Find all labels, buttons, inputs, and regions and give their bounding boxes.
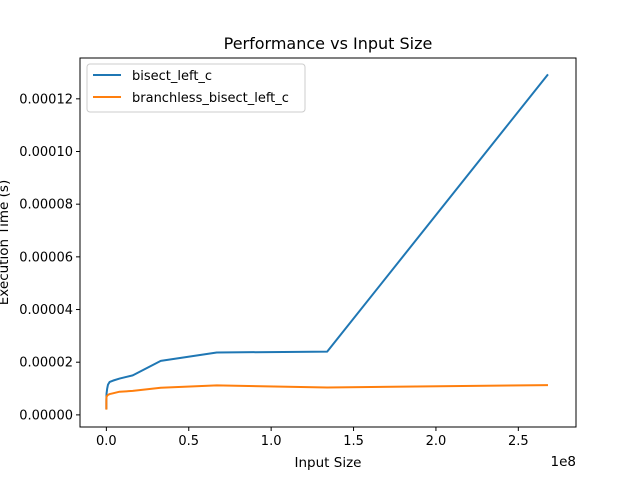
- series-layer: [105, 73, 549, 410]
- legend-box: [86, 63, 306, 113]
- x-axis-ticks: 0.0 0.5 1.0 1.5 2.0 2.5: [96, 427, 529, 449]
- x-tick-label: 2.5: [508, 434, 529, 449]
- legend-label-bisect-left-c: bisect_left_c: [132, 69, 212, 84]
- y-axis-label: Execution Time (s): [0, 180, 12, 305]
- y-tick-label: 0.00012: [19, 92, 73, 107]
- x-tick-label: 2.0: [426, 434, 447, 449]
- series-line-bisect-left-c: [105, 73, 549, 410]
- y-tick-label: 0.00000: [19, 408, 73, 423]
- legend-label-branchless-bisect-left-c: branchless_bisect_left_c: [132, 91, 289, 106]
- y-tick-label: 0.00010: [19, 145, 73, 160]
- legend: bisect_left_c branchless_bisect_left_c: [86, 63, 306, 113]
- y-axis-ticks: 0.00000 0.00002 0.00004 0.00006 0.00008 0.000…: [19, 92, 80, 423]
- y-tick-label: 0.00004: [19, 303, 73, 318]
- x-tick-label: 1.0: [261, 434, 282, 449]
- x-tick-label: 0.0: [96, 434, 117, 449]
- x-axis-label: Input Size: [295, 455, 362, 471]
- x-tick-label: 0.5: [178, 434, 199, 449]
- x-axis-offset-text: 1e8: [551, 454, 576, 470]
- x-tick-label: 1.5: [343, 434, 364, 449]
- y-tick-label: 0.00006: [19, 250, 73, 265]
- chart-title: Performance vs Input Size: [224, 34, 433, 53]
- y-tick-label: 0.00008: [19, 198, 73, 213]
- plot-frame: [79, 57, 577, 428]
- y-tick-label: 0.00002: [19, 356, 73, 371]
- series-line-branchless-bisect-left-c: [105, 384, 549, 410]
